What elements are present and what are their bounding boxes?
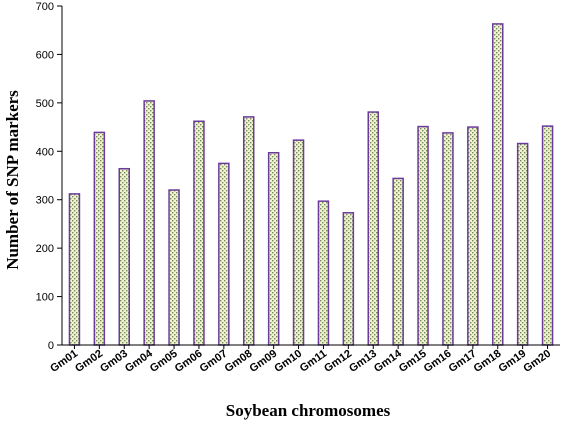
x-tick-label: Gm20 [521,348,553,375]
x-tick-label: Gm19 [496,348,528,375]
bar-gm03 [118,167,130,346]
x-tick-label: Gm16 [422,348,454,375]
y-tick-label: 300 [36,195,54,207]
y-axis-ticks: 0 100 200 300 400 500 600 700 [36,1,62,352]
x-axis-ticks: Gm01Gm02Gm03Gm04Gm05Gm06Gm07Gm08Gm09Gm10… [48,345,553,375]
x-tick-label: Gm13 [347,348,379,375]
bar-gm19 [516,142,529,346]
bar-gm18 [492,23,504,346]
bar-gm13 [367,111,379,346]
x-tick-label: Gm10 [272,348,304,375]
bar-gm11 [317,200,330,346]
bar-gm06 [193,120,205,346]
x-axis-title: Soybean chromosomes [226,401,391,420]
x-tick-label: Gm07 [198,348,230,375]
x-tick-label: Gm11 [298,348,329,375]
bar-gm10 [292,139,305,346]
bar-gm07 [218,162,230,346]
bar-gm02 [93,131,106,346]
bar-gm05 [168,189,180,346]
y-tick-label: 200 [36,243,54,255]
x-tick-label: Gm06 [173,348,205,375]
bar-gm08 [243,116,255,346]
x-tick-label: Gm15 [397,348,429,375]
x-tick-label: Gm18 [472,348,504,375]
y-tick-label: 0 [48,340,54,352]
bar-gm12 [342,212,355,346]
y-tick-label: 600 [36,49,54,61]
bars [68,23,554,346]
y-tick-label: 700 [36,1,54,13]
x-tick-label: Gm12 [322,348,354,375]
y-axis-title: Number of SNP markers [3,90,22,270]
bar-gm04 [143,100,155,346]
y-tick-label: 400 [36,146,54,158]
x-tick-label: Gm02 [73,348,105,375]
bar-gm14 [392,177,404,346]
bar-gm17 [467,126,479,346]
y-tick-label: 100 [36,292,54,304]
bar-gm16 [442,132,454,346]
x-tick-label: Gm03 [98,348,130,375]
bar-gm01 [68,193,81,346]
x-tick-label: Gm05 [148,348,180,375]
bar-gm20 [541,125,554,346]
bar-gm09 [267,151,280,346]
bar-gm15 [417,125,429,346]
x-tick-label: Gm09 [247,348,279,375]
x-tick-label: Gm17 [447,348,479,375]
x-tick-label: Gm08 [223,348,255,375]
y-tick-label: 500 [36,98,54,110]
